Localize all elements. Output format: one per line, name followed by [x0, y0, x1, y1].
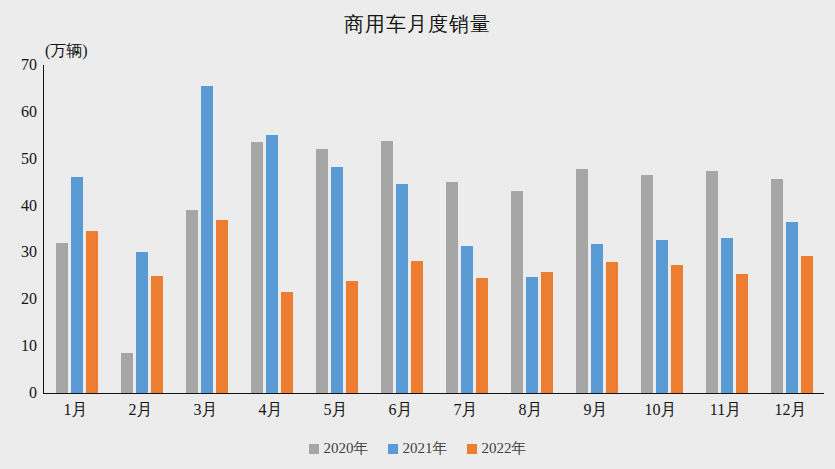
legend-item-2021年: 2021年	[388, 439, 448, 458]
x-tick-label-7月: 7月	[433, 400, 498, 421]
bar-group-4月	[239, 65, 304, 393]
chart-title: 商用车月度销量	[0, 11, 835, 38]
bar-group-7月	[434, 65, 499, 393]
x-tick-label-4月: 4月	[238, 400, 303, 421]
bar-2022年-7月	[476, 278, 488, 393]
bar-2022年-10月	[671, 265, 683, 393]
bar-2020年-12月	[771, 179, 783, 393]
x-tick-label-10月: 10月	[628, 400, 693, 421]
bar-group-1月	[44, 65, 109, 393]
legend-label-2021年: 2021年	[403, 439, 448, 458]
legend: 2020年 2021年 2022年	[0, 439, 835, 458]
bar-group-3月	[174, 65, 239, 393]
x-tick-label-5月: 5月	[303, 400, 368, 421]
bar-group-12月	[759, 65, 824, 393]
y-tick-label-70: 70	[21, 57, 37, 73]
bar-2020年-9月	[576, 169, 588, 393]
legend-swatch-2021年	[388, 444, 398, 454]
x-tick-label-2月: 2月	[108, 400, 173, 421]
x-tick-label-12月: 12月	[758, 400, 823, 421]
bar-2022年-5月	[346, 281, 358, 393]
bar-group-9月	[564, 65, 629, 393]
bar-2021年-4月	[266, 135, 278, 393]
y-tick-label-0: 0	[29, 385, 37, 401]
legend-item-2022年: 2022年	[467, 439, 527, 458]
bar-2022年-4月	[281, 292, 293, 393]
bar-2022年-11月	[736, 274, 748, 393]
bar-group-5月	[304, 65, 369, 393]
y-tick-label-30: 30	[21, 244, 37, 260]
bar-2020年-7月	[446, 182, 458, 393]
x-tick-label-1月: 1月	[43, 400, 108, 421]
bar-2020年-1月	[56, 243, 68, 393]
bar-2021年-11月	[721, 238, 733, 393]
bar-2022年-8月	[541, 272, 553, 393]
y-tick-label-50: 50	[21, 151, 37, 167]
bar-2022年-1月	[86, 231, 98, 393]
bar-2020年-11月	[706, 171, 718, 393]
bar-2021年-3月	[201, 86, 213, 393]
y-tick-label-60: 60	[21, 104, 37, 120]
bar-2021年-6月	[396, 184, 408, 393]
bar-group-6月	[369, 65, 434, 393]
legend-swatch-2020年	[309, 444, 319, 454]
x-axis: 1月2月3月4月5月6月7月8月9月10月11月12月	[43, 400, 823, 421]
bar-2022年-3月	[216, 220, 228, 393]
bar-2020年-8月	[511, 191, 523, 393]
plot-area	[43, 65, 824, 394]
bar-2020年-6月	[381, 141, 393, 393]
x-tick-label-6月: 6月	[368, 400, 433, 421]
bar-2021年-2月	[136, 252, 148, 393]
bar-2022年-12月	[801, 256, 813, 393]
bar-2020年-4月	[251, 142, 263, 393]
bar-group-11月	[694, 65, 759, 393]
x-tick-label-9月: 9月	[563, 400, 628, 421]
legend-label-2022年: 2022年	[482, 439, 527, 458]
bar-2021年-7月	[461, 246, 473, 393]
bar-2022年-6月	[411, 261, 423, 393]
bar-group-10月	[629, 65, 694, 393]
legend-swatch-2022年	[467, 444, 477, 454]
bar-2021年-12月	[786, 222, 798, 393]
chart-canvas: 商用车月度销量 (万辆) 0 10 20 30 40 50 60 70 1月2月3月4月5月6…	[0, 0, 835, 469]
bar-2021年-5月	[331, 167, 343, 393]
legend-item-2020年: 2020年	[309, 439, 369, 458]
y-tick-label-10: 10	[21, 338, 37, 354]
bar-2021年-9月	[591, 244, 603, 393]
bar-2020年-2月	[121, 353, 133, 393]
y-tick-label-20: 20	[21, 291, 37, 307]
unit-label: (万辆)	[45, 41, 88, 62]
bar-2020年-10月	[641, 175, 653, 393]
y-axis: 010203040506070	[0, 65, 37, 393]
bar-2020年-3月	[186, 210, 198, 393]
bar-2021年-8月	[526, 277, 538, 393]
x-tick-label-11月: 11月	[693, 400, 758, 421]
bar-2021年-1月	[71, 177, 83, 393]
bar-group-2月	[109, 65, 174, 393]
x-tick-label-3月: 3月	[173, 400, 238, 421]
bar-groups	[44, 65, 824, 393]
bar-2022年-2月	[151, 276, 163, 393]
y-tick-label-40: 40	[21, 198, 37, 214]
bar-2020年-5月	[316, 149, 328, 393]
bar-group-8月	[499, 65, 564, 393]
bar-2021年-10月	[656, 240, 668, 393]
legend-label-2020年: 2020年	[324, 439, 369, 458]
bar-2022年-9月	[606, 262, 618, 393]
x-tick-label-8月: 8月	[498, 400, 563, 421]
